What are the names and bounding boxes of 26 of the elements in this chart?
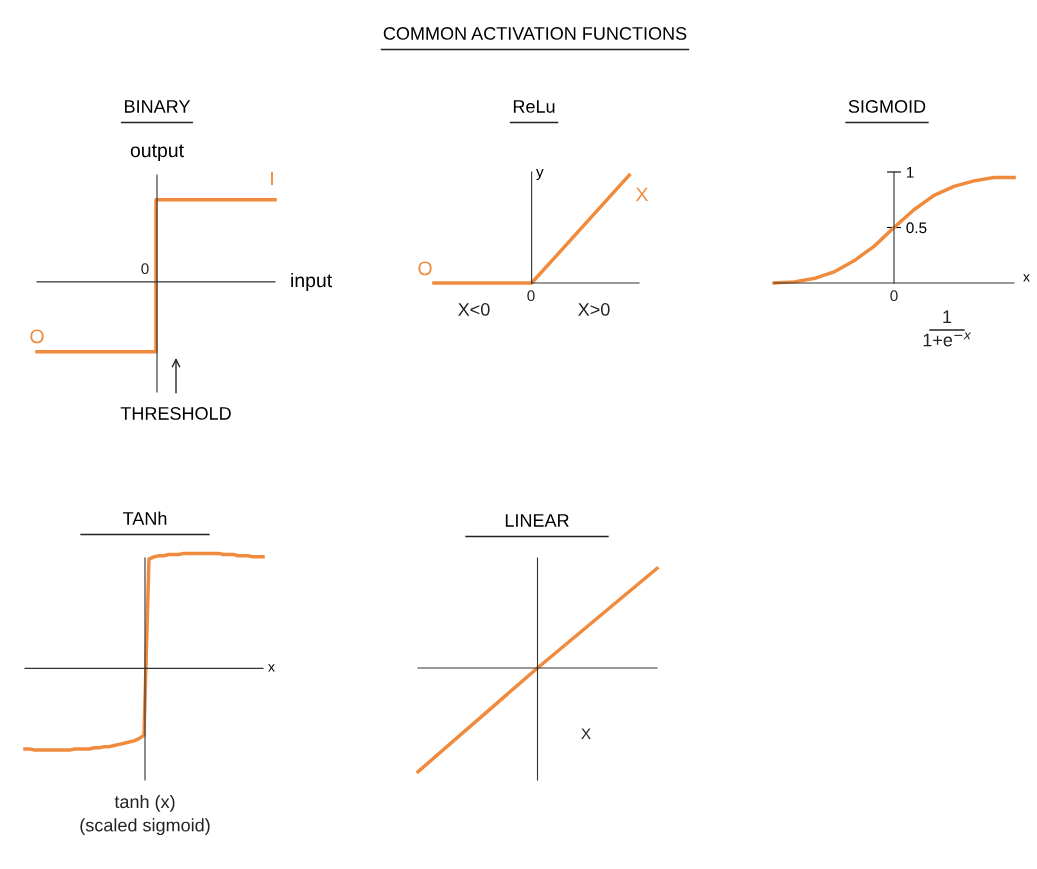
text: X<0 xyxy=(458,303,490,316)
annotation: O xyxy=(30,329,44,344)
chart-title: BINARY xyxy=(125,100,191,113)
annotation: X xyxy=(581,728,591,739)
text: THRESHOLD xyxy=(120,407,231,420)
text: COMMON ACTIVATION FUNCTIONS xyxy=(383,27,687,40)
y-axis-title: output xyxy=(130,144,184,162)
x-axis-title: input xyxy=(291,272,333,292)
y-tick-label: 0.5 xyxy=(906,222,927,234)
chart-title: SIGMOID xyxy=(848,100,926,113)
chart-title: LINEAR xyxy=(505,514,569,527)
y-tick-label: 1 xyxy=(906,167,914,178)
text: 1 1+e$^{−x}$ xyxy=(923,310,972,347)
x-axis-title: x xyxy=(268,664,275,672)
text: 0 xyxy=(890,290,898,302)
annotation: 0 xyxy=(141,263,149,275)
chart-title: TANh xyxy=(123,511,167,525)
text: 0 xyxy=(527,290,535,302)
x-axis-title: x xyxy=(1023,274,1030,282)
text: tanh (x) (scaled sigmoid) xyxy=(80,794,210,836)
y-axis-title: y xyxy=(536,168,544,181)
text: I xyxy=(271,171,273,186)
annotation: X xyxy=(635,187,649,202)
annotation: O xyxy=(418,261,432,276)
chart-title: ReLu xyxy=(513,100,555,113)
text: X>0 xyxy=(578,303,610,316)
